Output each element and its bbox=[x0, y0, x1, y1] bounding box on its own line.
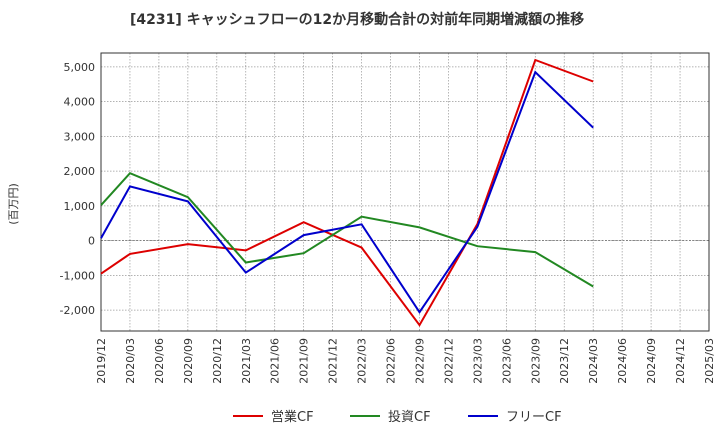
x-tick-label: 2024/09 bbox=[645, 338, 658, 384]
x-tick-label: 2021/06 bbox=[269, 338, 282, 384]
x-tick-label: 2019/12 bbox=[95, 338, 108, 384]
x-tick-label: 2020/09 bbox=[182, 338, 195, 384]
legend-label: 投資CF bbox=[388, 409, 431, 425]
x-tick-label: 2022/09 bbox=[413, 338, 426, 384]
chart-title: [4231] キャッシュフローの12か月移動合計の対前年同期増減額の推移 bbox=[130, 11, 584, 28]
x-tick-label: 2023/06 bbox=[500, 338, 513, 384]
y-tick-label: 3,000 bbox=[64, 130, 96, 143]
x-tick-label: 2022/03 bbox=[356, 338, 369, 384]
legend-label: フリーCF bbox=[506, 410, 562, 425]
legend: 営業CF 投資CF フリーCF bbox=[233, 409, 562, 425]
x-tick-label: 2022/12 bbox=[442, 338, 455, 384]
x-tick-label: 2023/09 bbox=[529, 338, 542, 384]
x-tick-label: 2023/03 bbox=[471, 338, 484, 384]
x-tick-label: 2021/09 bbox=[298, 338, 311, 384]
series-line-free-cf bbox=[100, 70, 594, 314]
y-tick-label: 2,000 bbox=[64, 165, 96, 178]
x-tick-label: 2021/12 bbox=[327, 338, 340, 384]
x-tick-label: 2023/12 bbox=[558, 338, 571, 384]
legend-label: 営業CF bbox=[271, 409, 314, 425]
x-tick-label: 2024/12 bbox=[674, 338, 687, 384]
y-tick-label: 4,000 bbox=[64, 96, 96, 109]
y-axis-label: (百万円) bbox=[7, 183, 20, 225]
x-tick-label: 2020/12 bbox=[211, 338, 224, 384]
x-tick-label: 2022/06 bbox=[385, 338, 398, 384]
x-tick-label: 2025/03 bbox=[703, 338, 716, 384]
x-tick-label: 2021/03 bbox=[240, 338, 253, 384]
y-tick-label: -2,000 bbox=[60, 304, 95, 317]
series-line-investing-cf bbox=[100, 172, 594, 288]
y-tick-label: -1,000 bbox=[60, 269, 95, 282]
y-tick-label: 1,000 bbox=[64, 200, 96, 213]
x-tick-label: 2024/03 bbox=[587, 338, 600, 384]
plot-area: 2019/12 2020/03 2020/06 2020/09 2020/12 2021/… bbox=[60, 52, 716, 384]
plot-frame bbox=[100, 52, 710, 332]
y-tick-label: 0 bbox=[88, 235, 95, 248]
x-tick-label: 2020/06 bbox=[153, 338, 166, 384]
x-tick-label: 2024/06 bbox=[616, 338, 629, 384]
x-tick-label: 2020/03 bbox=[124, 338, 137, 384]
y-tick-label: 5,000 bbox=[64, 61, 96, 74]
plot-background bbox=[101, 53, 709, 331]
